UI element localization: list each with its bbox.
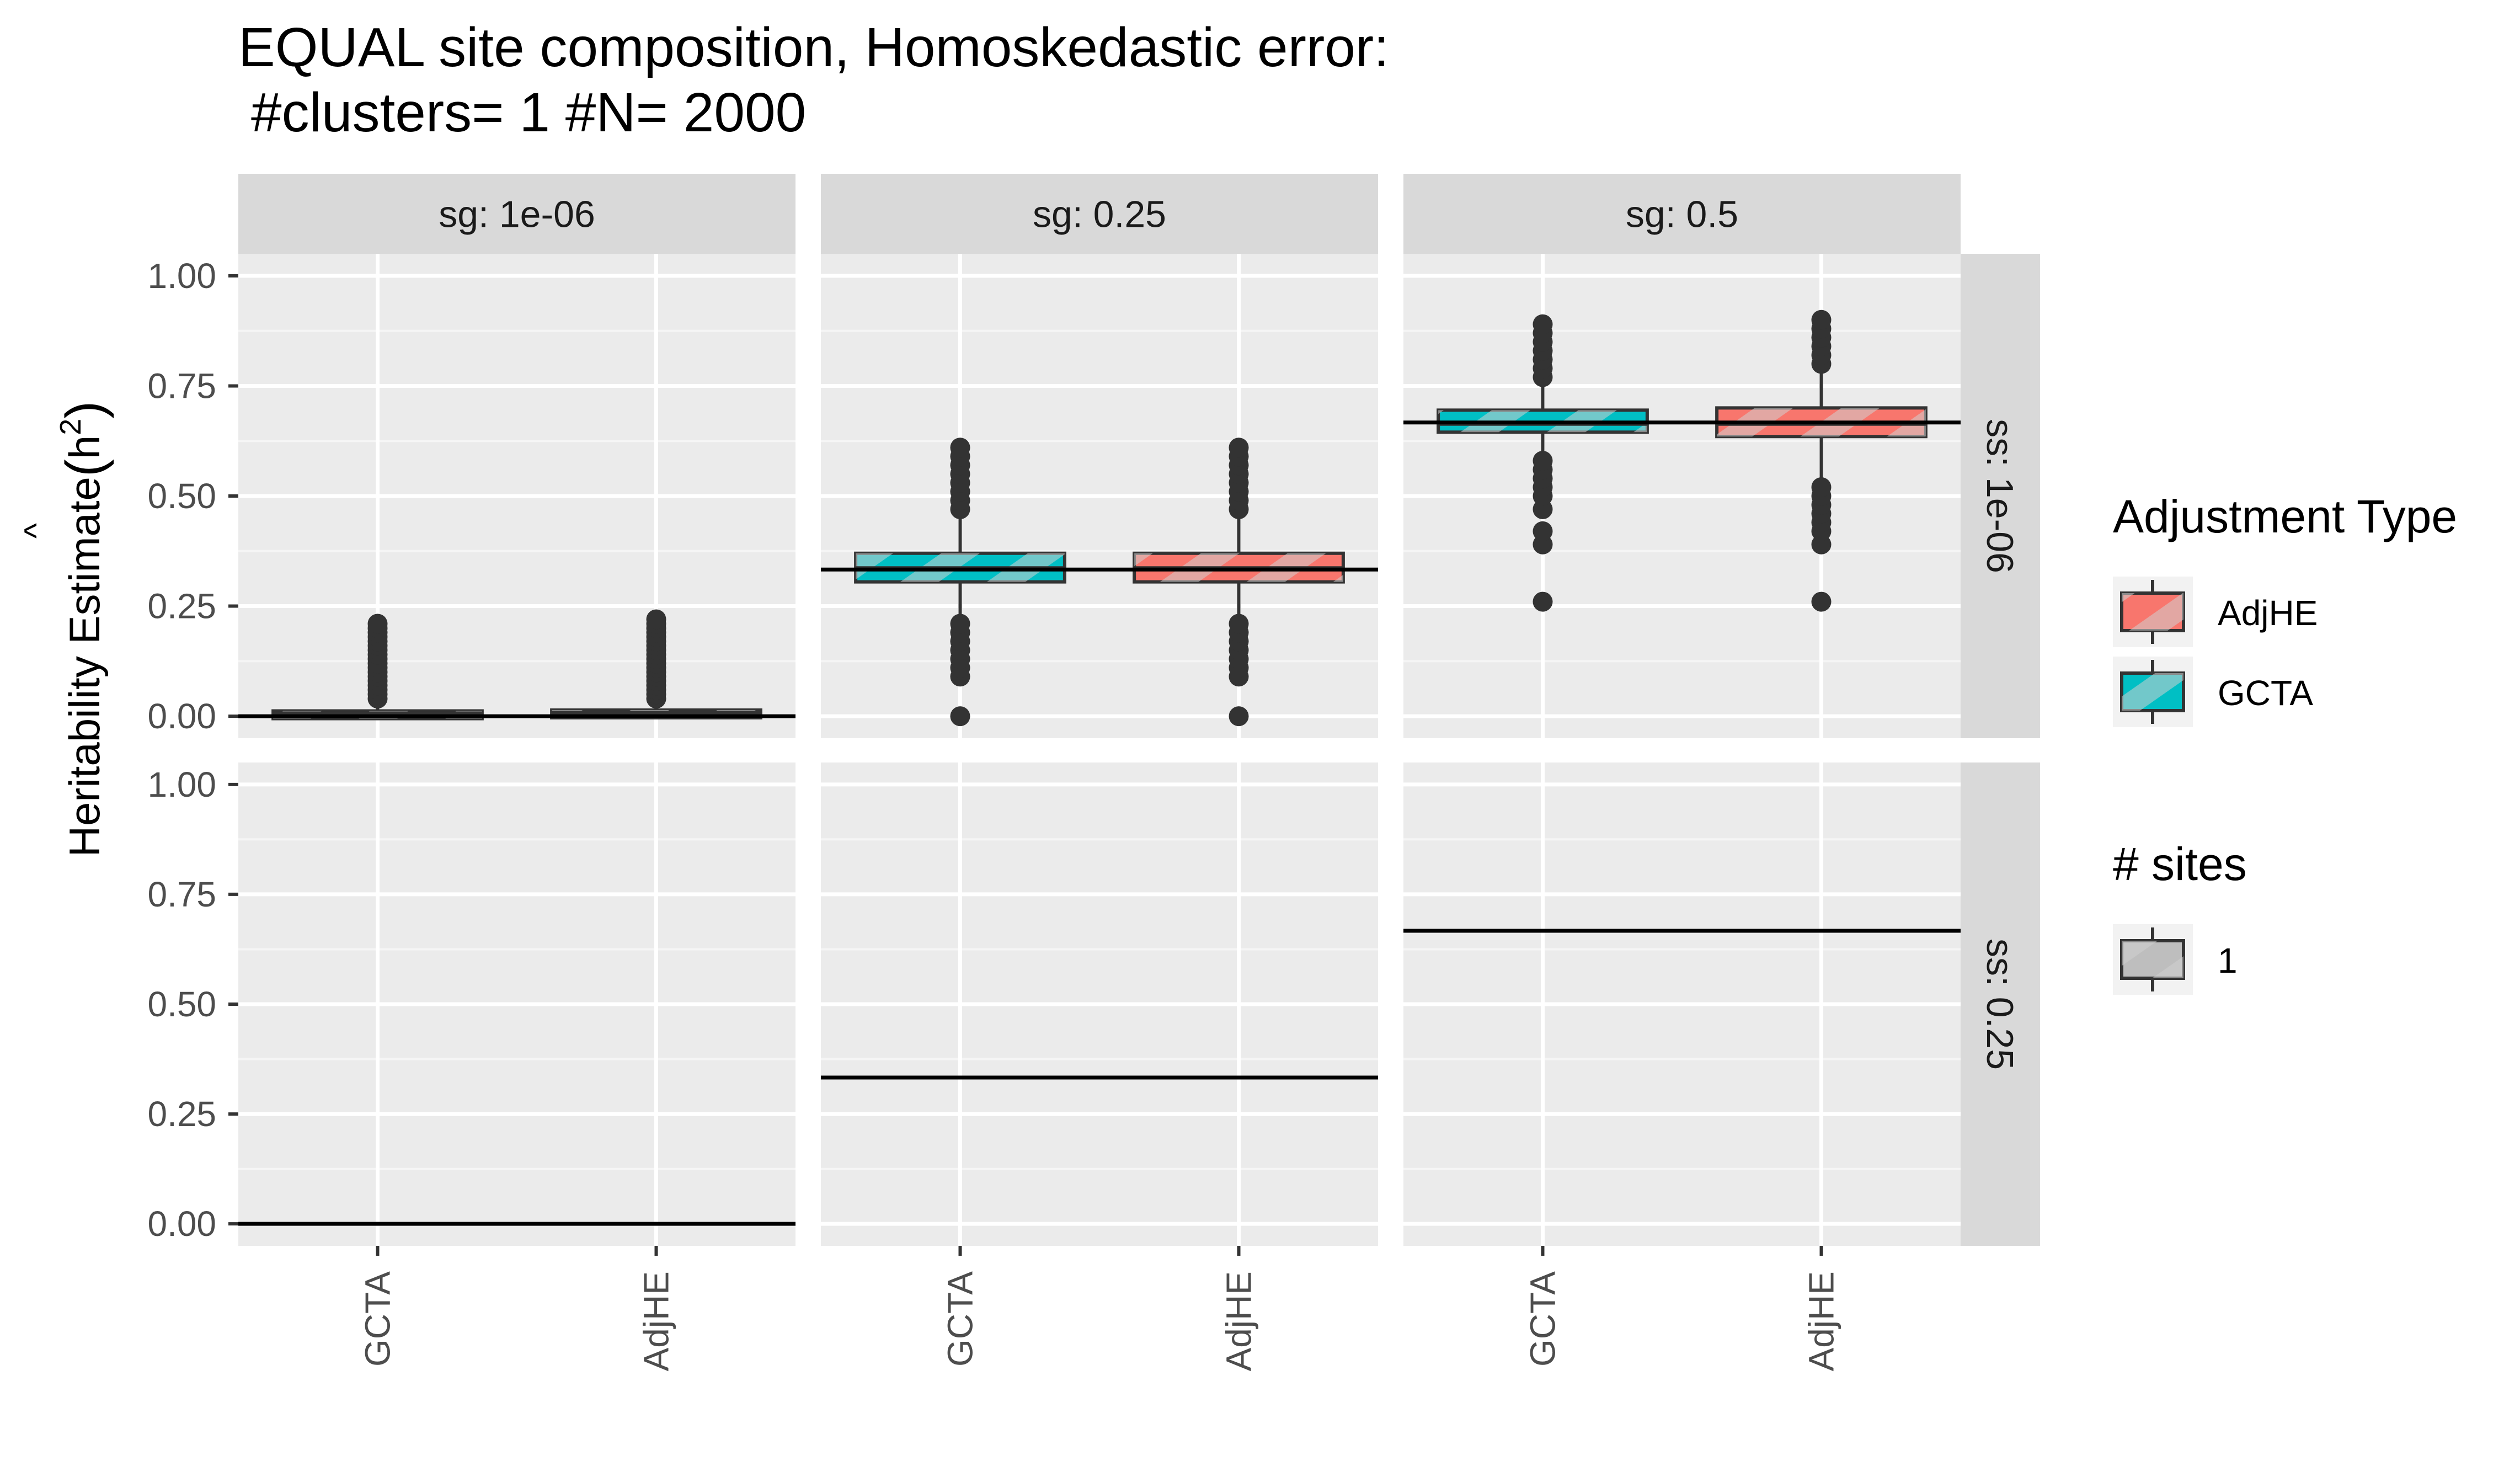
- y-tick-label: 0.50: [147, 984, 216, 1024]
- y-tick-label: 0.25: [147, 586, 216, 626]
- boxplot-gcta: [854, 438, 1066, 727]
- legend-label: AdjHE: [2218, 593, 2318, 633]
- outlier-point: [950, 438, 970, 458]
- facet-strip-col-label: sg: 0.25: [1033, 194, 1166, 236]
- facet-panel: [1403, 254, 1961, 738]
- outlier-point: [1229, 438, 1249, 458]
- facet-panel: [238, 763, 795, 1246]
- legend-label: 1: [2218, 941, 2238, 980]
- legend-key-pattern: [2122, 593, 2183, 631]
- y-tick-label: 0.25: [147, 1094, 216, 1134]
- x-tick-label: AdjHE: [1802, 1271, 1841, 1371]
- y-axis-title-hat: ^: [18, 523, 55, 538]
- facet-panel: [238, 254, 795, 738]
- boxplot-adjhe: [1133, 438, 1345, 727]
- facet-panel: [1403, 763, 1961, 1246]
- facet-panel: [821, 254, 1378, 738]
- facet-strip-col: [821, 174, 1378, 254]
- legend-key-pattern: [2122, 673, 2183, 711]
- outlier-point: [1229, 614, 1249, 634]
- y-tick-label: 1.00: [147, 765, 216, 804]
- outlier-point: [1533, 521, 1553, 541]
- facet-panel: [821, 763, 1378, 1246]
- x-tick-label: GCTA: [358, 1271, 398, 1367]
- x-tick-label: AdjHE: [1219, 1271, 1259, 1371]
- y-axis-title-superscript: 2: [54, 419, 87, 435]
- outlier-point: [950, 706, 970, 727]
- facet-strip-row-label: ss: 0.25: [1979, 939, 2021, 1070]
- facet-strip-col-label: sg: 0.5: [1626, 194, 1738, 236]
- facet-strip-col-label: sg: 1e-06: [439, 194, 595, 236]
- legend-key: [2113, 657, 2193, 727]
- x-tick-label: GCTA: [1523, 1271, 1563, 1367]
- legend: Adjustment Type AdjHE GCTA: [2113, 490, 2457, 727]
- x-tick-label: AdjHE: [637, 1271, 676, 1371]
- svg-text:Heritability Estimate(h2): Heritability Estimate(h2): [54, 401, 114, 857]
- outlier-point: [1533, 451, 1553, 471]
- outlier-point: [1811, 477, 1832, 498]
- outlier-point: [1811, 310, 1832, 330]
- y-tick-label: 0.50: [147, 476, 216, 516]
- outlier-point: [1811, 591, 1832, 612]
- legend-title: Adjustment Type: [2113, 490, 2457, 542]
- legend-key: [2113, 577, 2193, 647]
- chart-subtitle: #clusters= 1 #N= 2000: [251, 82, 806, 143]
- outlier-point: [1229, 706, 1249, 727]
- y-tick-label: 0.00: [147, 1204, 216, 1244]
- y-axis-title-symbol: h: [60, 435, 109, 459]
- y-tick-label: 1.00: [147, 256, 216, 296]
- x-tick-label: GCTA: [941, 1271, 980, 1367]
- chart-title: EQUAL site composition, Homoskedastic er…: [238, 17, 1389, 78]
- y-axis-title: Heritability Estimate(h2): [54, 401, 114, 857]
- outlier-point: [367, 614, 388, 634]
- outlier-point: [1533, 314, 1553, 334]
- outlier-point: [646, 609, 666, 630]
- y-tick-label: 0.00: [147, 696, 216, 736]
- y-tick-label: 0.75: [147, 366, 216, 406]
- facet-strip-col: [1403, 174, 1961, 254]
- legend: # sites 1: [2113, 838, 2247, 995]
- y-tick-label: 0.75: [147, 875, 216, 914]
- facet-strip-row-label: ss: 1e-06: [1979, 419, 2021, 573]
- legend-title: # sites: [2113, 838, 2247, 890]
- legend-label: GCTA: [2218, 673, 2313, 713]
- outlier-point: [1533, 591, 1553, 612]
- facet-strip-col: [238, 174, 795, 254]
- legend-key: [2113, 924, 2193, 995]
- outlier-point: [950, 614, 970, 634]
- y-axis-title-text: Heritability Estimate: [60, 477, 109, 857]
- facet-strip-row: [1961, 254, 2040, 738]
- legend-key-pattern: [2122, 941, 2183, 978]
- facet-strip-row: [1961, 763, 2040, 1246]
